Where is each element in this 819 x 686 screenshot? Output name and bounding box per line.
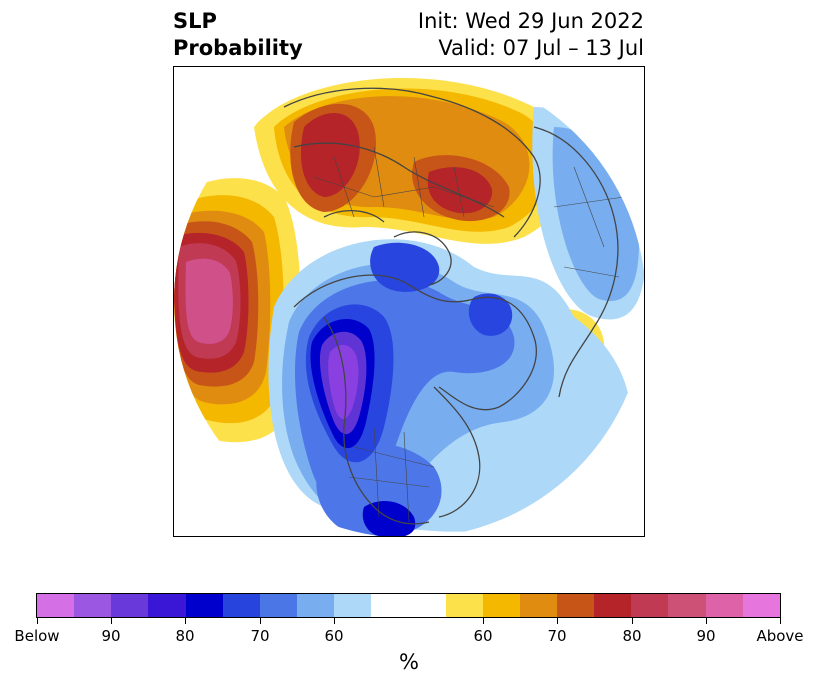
colorbar-tick-label: 90 [696, 627, 716, 645]
colorbar-tick-label: 60 [324, 627, 344, 645]
colorbar-tick-label: Below [14, 627, 60, 645]
colorbar-segment [334, 594, 372, 617]
map-panel [173, 66, 645, 537]
above-80-region [300, 113, 360, 197]
colorbar-segment [185, 594, 223, 617]
colorbar-tick [780, 618, 781, 624]
coastlines [283, 87, 619, 525]
colorbar-tick-label: 70 [250, 627, 270, 645]
below-70-siberia [468, 293, 513, 336]
colorbar-tick [185, 618, 186, 624]
colorbar-segment [631, 594, 669, 617]
colorbar-segment [259, 594, 297, 617]
colorbar-tick-label: 60 [473, 627, 493, 645]
colorbar-segment [556, 594, 595, 617]
below-high-region [328, 344, 359, 420]
colorbar-unit-label: % [399, 650, 419, 674]
title-quantity: Probability [173, 36, 303, 60]
plot-title-left: SLP Probability [173, 8, 303, 62]
colorbar-segment [371, 594, 446, 617]
colorbar-segment [74, 594, 112, 617]
colorbar-tick-label: Above [756, 627, 804, 645]
colorbar-segment [742, 594, 780, 617]
colorbar-segment [594, 594, 632, 617]
colorbar-segment [148, 594, 186, 617]
colorbar-tick [632, 618, 633, 624]
colorbar-tick [557, 618, 558, 624]
colorbar-segment [222, 594, 260, 617]
below-80-south [362, 501, 416, 536]
valid-range: Valid: 07 Jul – 13 Jul [438, 36, 644, 60]
above-high-pacific [185, 258, 233, 344]
colorbar-segment [111, 594, 149, 617]
polar-map [174, 67, 644, 536]
colorbar-tick [706, 618, 707, 624]
colorbar-tick [334, 618, 335, 624]
colorbar-tick [483, 618, 484, 624]
colorbar-segment [519, 594, 557, 617]
probability-colorbar [36, 593, 781, 618]
colorbar-tick-label: 80 [175, 627, 195, 645]
colorbar-tick [37, 618, 38, 624]
colorbar-segment [445, 594, 483, 617]
init-date: Init: Wed 29 Jun 2022 [417, 9, 644, 33]
colorbar-tick-label: 70 [547, 627, 567, 645]
colorbar-segment [668, 594, 706, 617]
plot-title-right: Init: Wed 29 Jun 2022 Valid: 07 Jul – 13… [418, 8, 644, 62]
colorbar-tick [111, 618, 112, 624]
colorbar-tick-label: 90 [101, 627, 121, 645]
colorbar-segment [296, 594, 335, 617]
colorbar-tick [260, 618, 261, 624]
colorbar-segment [705, 594, 743, 617]
colorbar-segment [37, 594, 75, 617]
colorbar-tick-label: 80 [622, 627, 642, 645]
title-variable: SLP [173, 9, 217, 33]
colorbar-segment [482, 594, 520, 617]
country-borders [313, 146, 625, 523]
below-70-arctic [370, 242, 440, 292]
